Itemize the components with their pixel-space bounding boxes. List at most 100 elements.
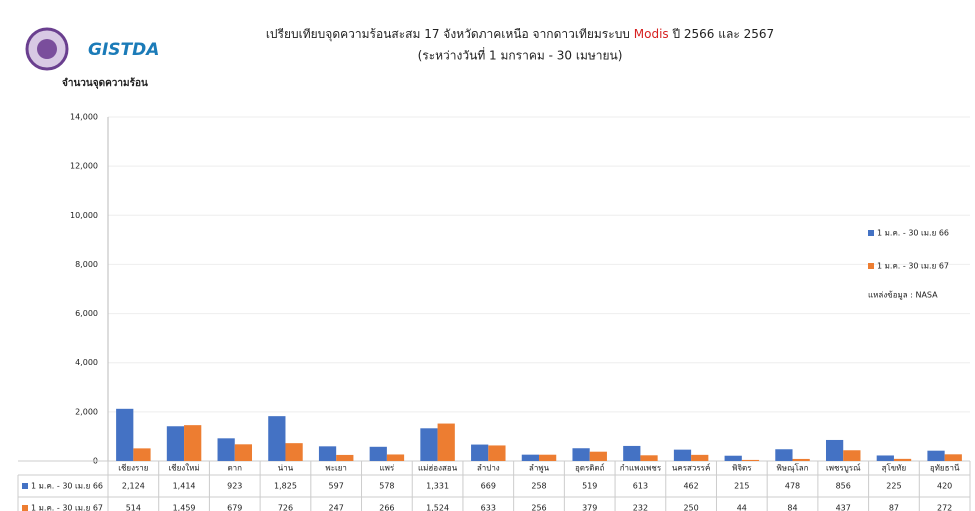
logo: GISTDA (25, 27, 159, 71)
data-label: 679 (227, 504, 242, 511)
bar (488, 445, 506, 461)
data-label: 519 (582, 482, 597, 491)
bar (437, 423, 455, 461)
y-tick-label: 2,000 (75, 407, 98, 416)
emblem-core (37, 39, 57, 59)
bar (673, 449, 692, 461)
bar (116, 408, 134, 461)
chart-title: เปรียบเทียบจุดความร้อนสะสม 17 จังหวัดภาค… (266, 27, 774, 42)
bar (386, 454, 405, 461)
table-row-label: 1 ม.ค. - 30 เม.ย 67 (31, 504, 103, 511)
y-axis-label: จำนวนจุดความร้อน (62, 77, 148, 89)
x-tick-label: ลำปาง (477, 464, 500, 473)
x-tick-label: เชียงราย (118, 464, 148, 473)
data-label: 266 (379, 504, 394, 511)
bar (623, 445, 641, 461)
data-label: 256 (531, 504, 546, 511)
data-label: 1,331 (426, 482, 449, 491)
data-label: 2,124 (122, 482, 145, 491)
data-label: 1,825 (274, 482, 297, 491)
data-label: 478 (785, 482, 800, 491)
bar (724, 455, 742, 461)
bar (184, 425, 202, 461)
legend-label: 1 ม.ค. - 30 เม.ย 67 (877, 262, 949, 271)
title-part: เปรียบเทียบจุดความร้อนสะสม 17 จังหวัดภาค… (266, 27, 634, 42)
bar (133, 448, 151, 461)
x-tick-label: แพร่ (380, 464, 395, 473)
data-label: 247 (329, 504, 344, 511)
x-tick-label: เพชรบูรณ์ (826, 463, 861, 474)
data-label: 258 (531, 482, 546, 491)
x-tick-label: แม่ฮ่องสอน (418, 464, 458, 473)
data-label: 669 (481, 482, 496, 491)
legend-swatch (22, 483, 28, 489)
bar (741, 459, 760, 461)
data-label: 225 (886, 482, 901, 491)
x-tick-label: พิจิตร (732, 464, 752, 473)
x-tick-label: อุทัยธานี (930, 464, 960, 473)
bar (336, 454, 354, 461)
x-tick-label: สุโขทัย (882, 463, 907, 473)
bar (217, 438, 235, 461)
data-label: 1,414 (173, 482, 196, 491)
x-tick-label: น่าน (278, 464, 294, 473)
title-part: ปี 2566 และ 2567 (669, 27, 775, 41)
bar (640, 455, 658, 461)
data-label: 633 (481, 504, 496, 511)
x-tick-label: กำแพงเพชร (620, 464, 662, 473)
legend-label: 1 ม.ค. - 30 เม.ย 66 (877, 229, 949, 238)
bar (285, 443, 303, 461)
bar (843, 450, 861, 461)
data-label: 44 (737, 504, 747, 511)
data-label: 726 (278, 504, 293, 511)
data-label: 437 (836, 504, 851, 511)
data-label: 87 (889, 504, 899, 511)
bar (927, 450, 945, 461)
bar (420, 428, 438, 461)
bar (792, 458, 810, 461)
data-label: 462 (683, 482, 698, 491)
bar (691, 454, 709, 461)
bar (234, 444, 253, 461)
bar (471, 444, 489, 461)
table-row-label: 1 ม.ค. - 30 เม.ย 66 (31, 482, 103, 491)
y-tick-label: 12,000 (70, 162, 98, 171)
y-tick-label: 14,000 (70, 113, 98, 122)
data-label: 514 (126, 504, 141, 511)
bar (944, 454, 962, 461)
x-tick-label: อุตรดิตถ์ (575, 463, 605, 473)
legend-swatch (868, 230, 874, 236)
data-label: 232 (633, 504, 648, 511)
source-note: แหล่งข้อมูล : NASA (868, 291, 938, 301)
bar (589, 451, 607, 461)
data-label: 597 (329, 482, 344, 491)
bar (166, 426, 185, 461)
x-tick-label: ลำพูน (529, 464, 550, 474)
data-label: 613 (633, 482, 648, 491)
y-tick-label: 10,000 (70, 211, 98, 220)
bar (825, 439, 844, 461)
chart-subtitle: (ระหว่างวันที่ 1 มกราคม - 30 เมษายน) (418, 47, 623, 63)
bar (268, 416, 286, 461)
y-tick-label: 6,000 (75, 309, 98, 318)
bar (369, 446, 387, 461)
bar (318, 446, 337, 461)
bar (893, 458, 912, 461)
data-label: 578 (379, 482, 394, 491)
data-label: 250 (683, 504, 698, 511)
data-label: 1,524 (426, 504, 449, 511)
data-label: 923 (227, 482, 242, 491)
bar (775, 449, 793, 461)
legend-swatch (868, 263, 874, 269)
x-tick-label: ตาก (227, 464, 242, 473)
bar (521, 454, 539, 461)
x-tick-label: พะเยา (325, 464, 346, 473)
data-label: 420 (937, 482, 952, 491)
logo-text: GISTDA (88, 40, 159, 60)
data-label: 84 (787, 504, 797, 511)
data-label: 272 (937, 504, 952, 511)
legend-swatch (22, 505, 28, 511)
y-tick-label: 4,000 (75, 358, 98, 367)
